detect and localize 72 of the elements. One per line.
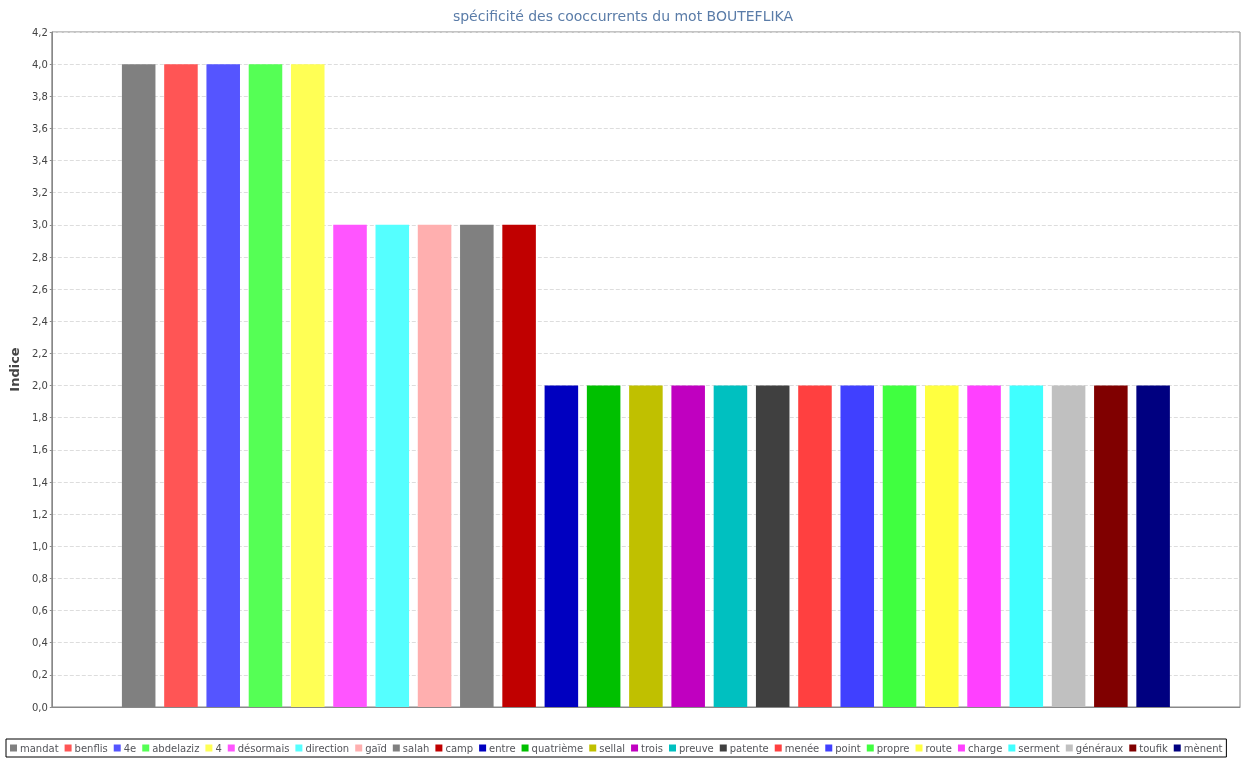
legend-label: benflis <box>74 742 108 754</box>
legend-label: 4e <box>123 742 137 754</box>
y-tick-label: 0,4 <box>31 637 48 649</box>
y-tick-label: 3,2 <box>31 187 48 199</box>
bar <box>1094 385 1128 707</box>
bar <box>882 385 917 707</box>
y-tick-label: 3,8 <box>31 90 48 102</box>
y-tick-label: 0,6 <box>31 605 48 617</box>
y-tick-label: 2,8 <box>31 251 48 263</box>
y-tick-label: 1,4 <box>31 476 48 488</box>
legend-label: direction <box>305 742 350 754</box>
y-tick-label: 3,6 <box>31 122 48 134</box>
legend-label: salah <box>402 742 430 754</box>
bar <box>375 224 410 707</box>
bar <box>967 385 1001 707</box>
legend-label: gaïd <box>365 742 387 754</box>
legend-label: serment <box>1018 742 1060 754</box>
bar <box>925 385 959 707</box>
y-tick-label: 2,0 <box>31 380 48 392</box>
bar <box>629 385 663 707</box>
y-tick-label: 1,2 <box>31 508 48 520</box>
y-tick-label: 4,0 <box>31 58 48 70</box>
legend-label: entre <box>489 742 516 754</box>
bar <box>713 385 748 707</box>
legend-label: toufik <box>1139 742 1168 754</box>
legend-label: menée <box>784 742 820 754</box>
legend-label: sellal <box>599 742 626 754</box>
bar <box>671 385 705 707</box>
y-tick-label: 0,0 <box>31 701 48 713</box>
bar <box>164 64 198 707</box>
y-tick-label: 2,6 <box>31 283 48 295</box>
bar <box>290 64 325 707</box>
legend-label: mènent <box>1183 742 1223 754</box>
bar <box>206 64 240 707</box>
bar <box>502 224 536 707</box>
legend-label: camp <box>445 742 474 754</box>
y-tick-label: 1,0 <box>31 540 48 552</box>
bar <box>755 385 790 707</box>
legend-label: généraux <box>1075 742 1124 754</box>
legend-label: 4 <box>215 742 222 754</box>
legend-label: charge <box>967 742 1003 754</box>
legend-label: preuve <box>678 742 714 754</box>
bar <box>1136 385 1170 707</box>
legend-label: point <box>835 742 861 754</box>
y-tick-label: 4,2 <box>31 26 48 38</box>
legend-label: désormais <box>237 742 290 754</box>
legend-label: abdelaziz <box>152 742 200 754</box>
legend-label: route <box>925 742 952 754</box>
bar <box>840 385 875 707</box>
bar <box>333 224 367 707</box>
chart-title: spécificité des cooccurrents du mot BOUTEFLIKA <box>452 8 794 24</box>
bar <box>1009 385 1044 707</box>
y-tick-label: 2,2 <box>31 347 48 359</box>
y-tick-label: 2,4 <box>31 315 48 327</box>
bar <box>586 385 621 707</box>
y-tick-label: 1,8 <box>31 412 48 424</box>
bar <box>798 385 832 707</box>
y-tick-label: 0,2 <box>31 669 48 681</box>
legend-label: trois <box>641 742 663 754</box>
y-tick-label: 3,0 <box>31 219 48 231</box>
legend-label: quatrième <box>531 742 584 754</box>
legend-label: propre <box>876 742 910 754</box>
bar <box>544 385 579 707</box>
y-tick-label: 0,8 <box>31 572 48 584</box>
y-tick-label: 3,4 <box>31 155 48 167</box>
bar <box>248 64 283 707</box>
y-tick-label: 1,6 <box>31 444 48 456</box>
bar <box>1051 385 1086 707</box>
legend-label: patente <box>729 742 769 754</box>
y-axis-title: Indice <box>7 347 22 392</box>
bar <box>417 224 452 707</box>
legend-label: mandat <box>20 742 59 754</box>
